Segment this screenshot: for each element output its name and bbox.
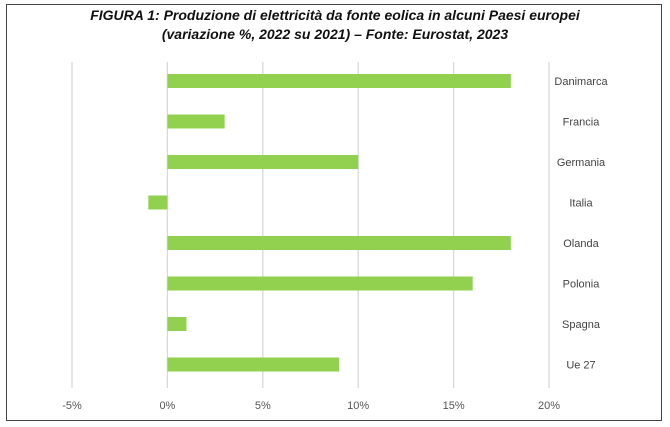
x-tick-label: 10% xyxy=(347,400,369,412)
bar-germania xyxy=(167,155,359,169)
category-label: Francia xyxy=(563,117,601,129)
category-label: Germania xyxy=(557,157,606,169)
x-tick-label: 0% xyxy=(159,400,175,412)
bar-italia xyxy=(148,195,168,210)
category-label: Ue 27 xyxy=(566,360,595,372)
x-tick-label: -5% xyxy=(62,400,82,412)
bar-francia xyxy=(167,114,225,129)
gridlines xyxy=(71,62,550,388)
category-label: Italia xyxy=(569,198,593,210)
category-label: Olanda xyxy=(563,238,599,250)
category-label: Danimarca xyxy=(554,76,608,88)
chart-frame xyxy=(6,4,662,421)
chart-title-line1: FIGURA 1: Produzione di elettricità da f… xyxy=(90,7,580,23)
category-label: Spagna xyxy=(562,319,601,331)
x-tick-label: 5% xyxy=(255,400,271,412)
chart-title-line2: (variazione %, 2022 su 2021) – Fonte: Eu… xyxy=(161,26,509,42)
bar-olanda xyxy=(167,236,511,250)
bar-polonia xyxy=(167,276,473,291)
bar-spagna xyxy=(167,317,187,331)
x-tick-label: 20% xyxy=(538,400,560,412)
category-label: Polonia xyxy=(563,279,601,291)
x-tick-label: 15% xyxy=(443,400,465,412)
bar-danimarca xyxy=(167,74,511,88)
chart-title: FIGURA 1: Produzione di elettricità da f… xyxy=(0,6,670,44)
x-tick-labels: -5% 0% 5% 10% 15% 20% xyxy=(62,400,560,412)
bar-ue-27 xyxy=(167,357,340,372)
bars xyxy=(148,74,511,372)
category-labels: Danimarca Francia Germania Italia Olanda Polo… xyxy=(554,76,608,372)
